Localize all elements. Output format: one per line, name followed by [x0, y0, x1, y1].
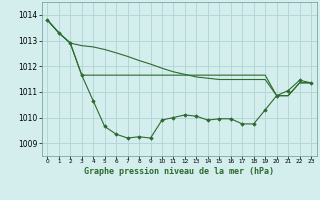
X-axis label: Graphe pression niveau de la mer (hPa): Graphe pression niveau de la mer (hPa): [84, 167, 274, 176]
